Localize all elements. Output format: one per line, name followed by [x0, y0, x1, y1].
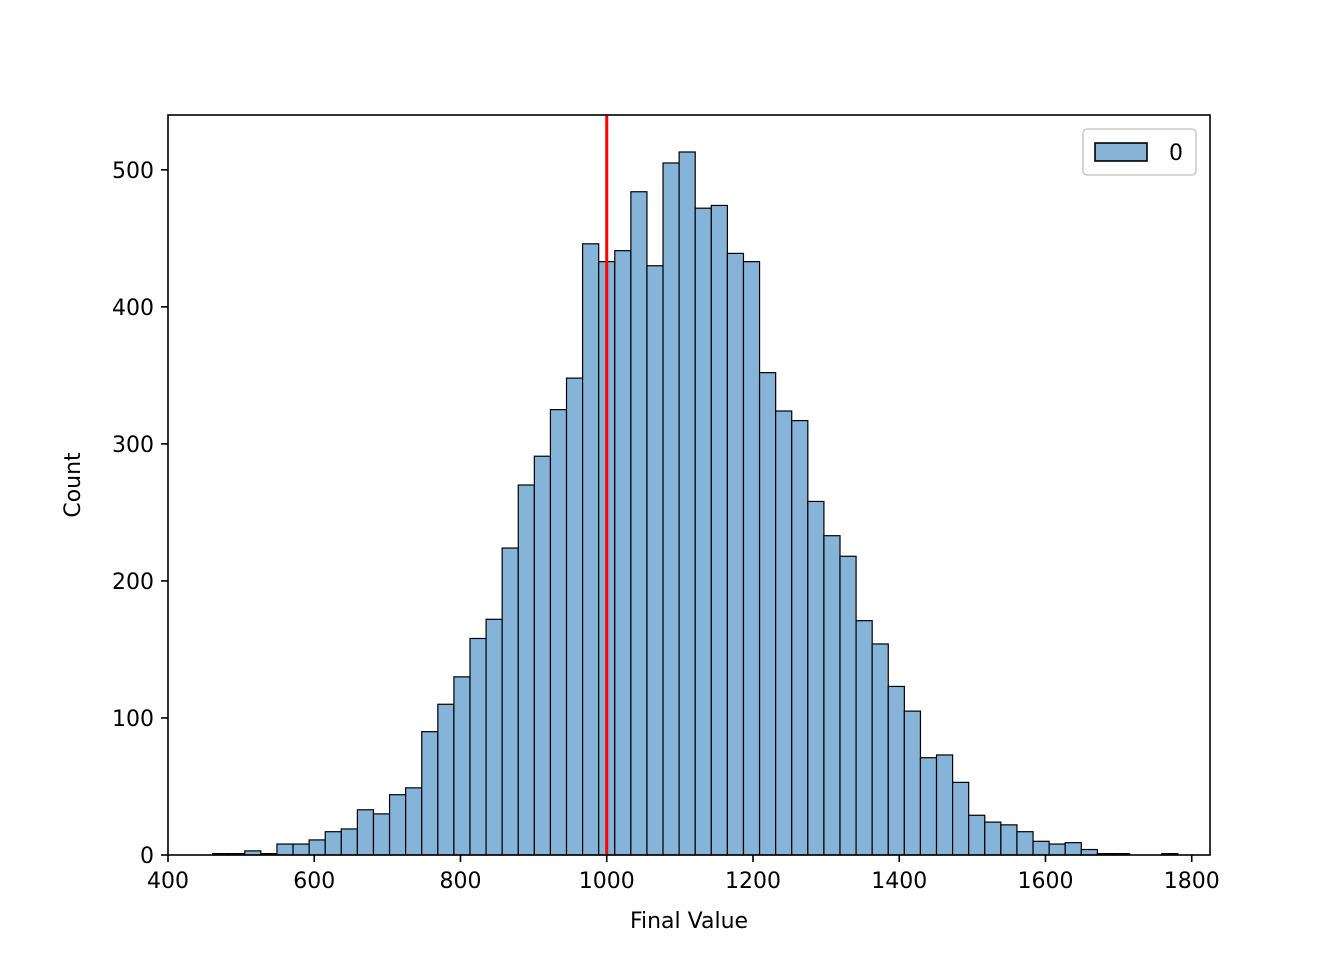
- histogram-bar: [984, 821, 1002, 856]
- histogram-bar: [1080, 848, 1098, 856]
- histogram-bar: [919, 757, 938, 856]
- histogram-bar: [855, 620, 873, 856]
- y-tick-label: 0: [140, 844, 154, 869]
- histogram-bar: [517, 484, 535, 856]
- histogram-bar: [630, 191, 648, 856]
- x-tick-label: 400: [147, 869, 189, 894]
- histogram-bar: [324, 831, 342, 856]
- histogram-bar: [421, 731, 439, 856]
- x-tick-label: 1800: [1164, 869, 1220, 894]
- histogram-bar: [887, 685, 905, 856]
- histogram-bars: [212, 151, 1179, 856]
- histogram-bar: [646, 265, 664, 856]
- y-tick-label: 500: [112, 159, 154, 184]
- histogram-bar: [1064, 842, 1082, 856]
- x-axis-ticks: 400 600 800 1000 1200 1400 1600 1800: [147, 855, 1220, 894]
- histogram-bar: [485, 618, 503, 856]
- x-tick-label: 1200: [725, 869, 781, 894]
- histogram-bar: [903, 710, 922, 856]
- y-tick-label: 300: [112, 433, 154, 458]
- histogram-bar: [388, 794, 407, 856]
- histogram-bar: [340, 828, 358, 856]
- x-tick-label: 800: [439, 869, 481, 894]
- histogram-bar: [1000, 824, 1018, 856]
- histogram-bar: [292, 843, 310, 856]
- histogram-bar: [501, 547, 519, 856]
- histogram-bar: [935, 754, 954, 856]
- histogram-bar: [952, 781, 970, 856]
- histogram-bar: [437, 703, 455, 856]
- histogram-bar: [662, 162, 680, 856]
- y-axis-ticks: 0 100 200 300 400 500: [112, 159, 168, 869]
- x-tick-label: 1400: [871, 869, 927, 894]
- histogram-bar: [1032, 840, 1050, 856]
- histogram-bar: [614, 250, 632, 856]
- legend-label: 0: [1169, 141, 1183, 166]
- histogram-bar: [356, 809, 375, 856]
- histogram-bar: [533, 455, 552, 856]
- histogram-bar: [726, 252, 745, 856]
- histogram-bar: [1048, 843, 1066, 856]
- x-tick-label: 1000: [579, 869, 635, 894]
- histogram-bar: [775, 410, 793, 856]
- y-tick-label: 400: [112, 296, 154, 321]
- histogram-bar: [968, 814, 986, 856]
- histogram-bar: [807, 500, 825, 856]
- y-axis-label: Count: [61, 452, 86, 518]
- x-tick-label: 1600: [1017, 869, 1073, 894]
- x-axis-label: Final Value: [630, 909, 748, 934]
- histogram-bar: [871, 643, 889, 856]
- histogram-bar: [791, 419, 809, 856]
- histogram-bar: [710, 204, 728, 856]
- legend: 0: [1082, 128, 1197, 176]
- histogram-bar: [469, 637, 487, 856]
- histogram-bar: [372, 813, 391, 856]
- x-tick-label: 600: [293, 869, 335, 894]
- histogram-bar: [565, 377, 584, 856]
- histogram-bar: [823, 535, 841, 856]
- histogram-bar: [549, 409, 568, 856]
- histogram-bar: [758, 372, 777, 856]
- histogram-bar: [582, 243, 600, 856]
- histogram-bar: [839, 555, 857, 856]
- y-tick-label: 100: [112, 707, 154, 732]
- plot-frame: [167, 114, 1211, 856]
- y-tick-label: 200: [112, 570, 154, 595]
- histogram-bar: [405, 787, 423, 856]
- histogram-bar: [453, 676, 471, 856]
- histogram-bar: [276, 843, 294, 856]
- histogram-bar: [742, 261, 761, 856]
- histogram-bar: [308, 839, 326, 856]
- histogram-bar: [1016, 831, 1034, 856]
- legend-swatch: [1094, 142, 1148, 162]
- histogram-bar: [694, 207, 712, 856]
- histogram-bar: [678, 151, 696, 856]
